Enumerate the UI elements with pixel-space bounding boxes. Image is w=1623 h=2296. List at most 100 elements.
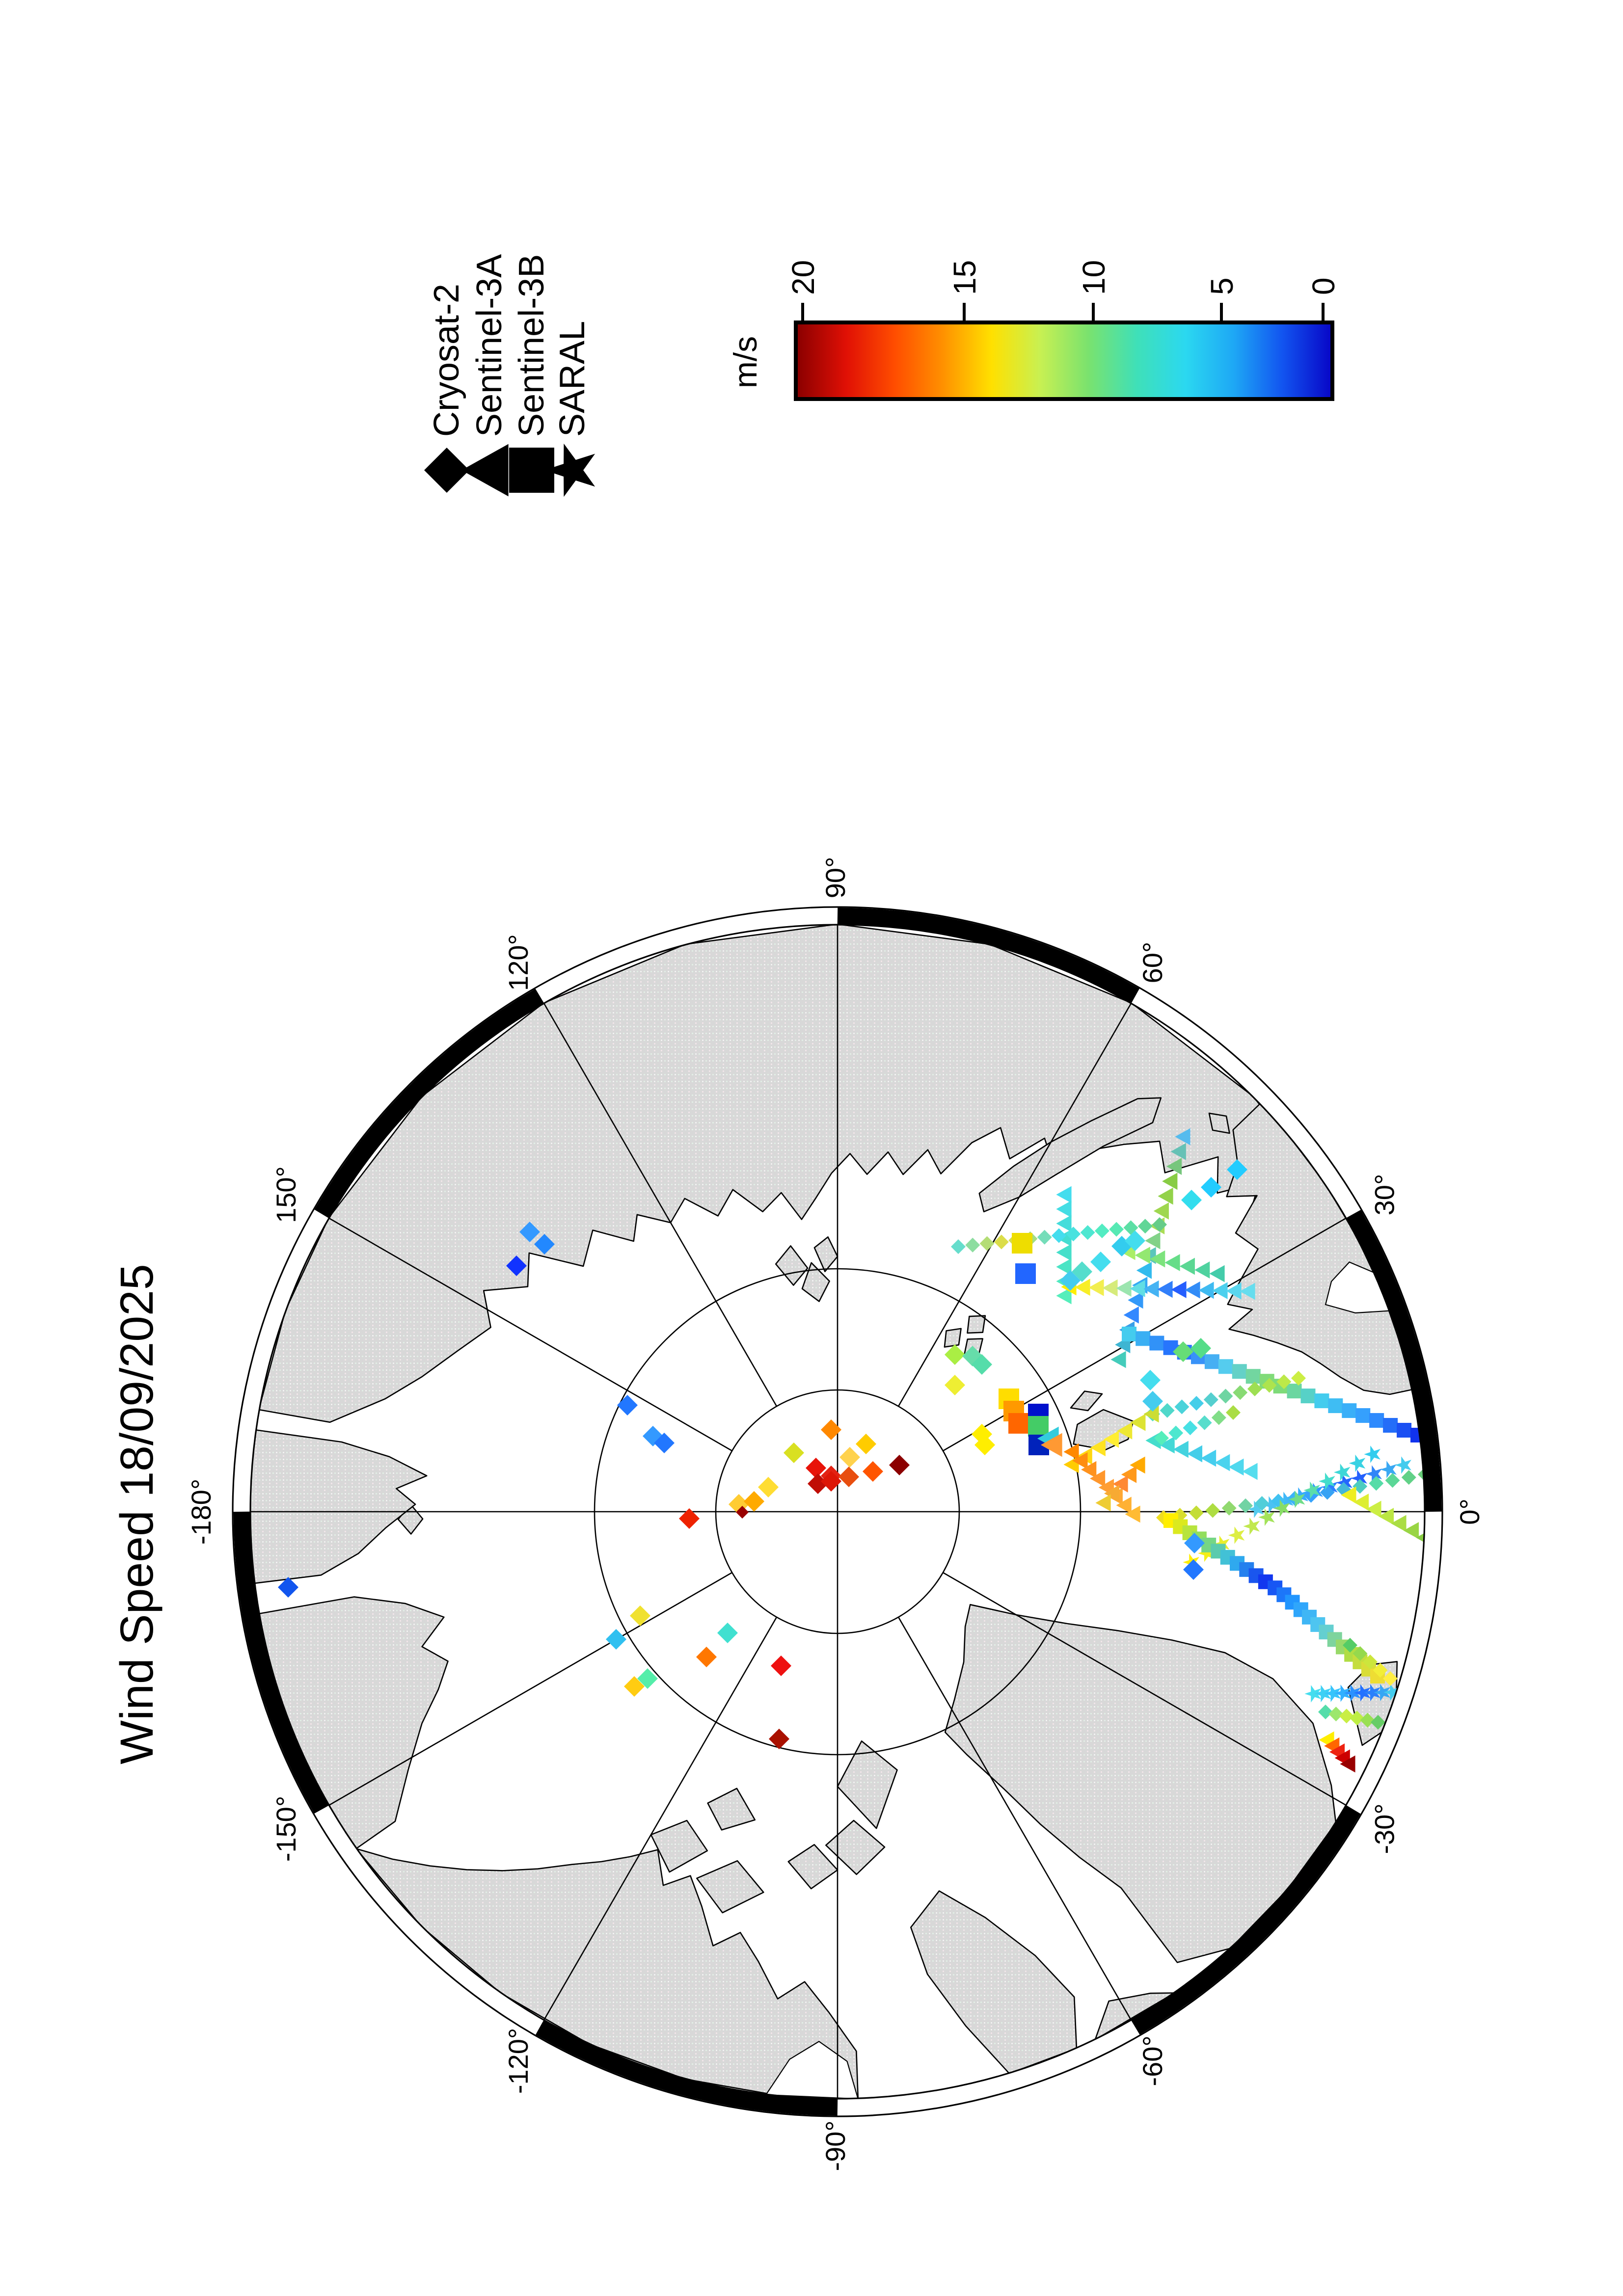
diamond-point [654, 1433, 675, 1453]
diamond-point [606, 1629, 626, 1650]
triangle-track-marker [1228, 1458, 1244, 1476]
triangle-track-marker [1194, 1261, 1210, 1279]
diamond-point [839, 1447, 860, 1468]
diamond-point [679, 1508, 700, 1529]
triangle-track-marker [1209, 1265, 1225, 1282]
diamond-icon [424, 448, 469, 493]
meridian-line [897, 1617, 1132, 2020]
triangle-track-marker [1128, 1291, 1143, 1309]
diamond-track-marker [979, 1236, 995, 1251]
star-track-marker [1273, 1499, 1290, 1517]
star-track-marker [1354, 1684, 1371, 1702]
ring-black-arc [314, 988, 544, 1218]
diamond-track-marker [965, 1237, 980, 1253]
square-track-marker [1355, 1408, 1371, 1423]
triangle-track-marker [1173, 1441, 1189, 1458]
star-track-marker [1374, 1683, 1390, 1702]
diamond-track-marker [1369, 1476, 1384, 1491]
colorbar-tick [801, 303, 804, 320]
diamond-point [278, 1577, 298, 1598]
star-track-marker [1395, 1456, 1411, 1474]
land-franz-josef-3 [967, 1315, 986, 1334]
diamond-track-marker [994, 1234, 1009, 1250]
triangle-track-marker [1157, 1281, 1173, 1298]
diamond-track-marker [1221, 1500, 1237, 1516]
triangle-track-marker [1136, 1262, 1152, 1279]
triangle-track-marker [1212, 1282, 1228, 1300]
triangle-track-marker [1403, 1522, 1419, 1539]
colorbar-tick-label: 20 [785, 260, 821, 295]
star-track-marker [1304, 1685, 1321, 1703]
diamond-point [1201, 1177, 1221, 1198]
diamond-track-marker [1291, 1371, 1306, 1386]
diamond-track-marker [1218, 1388, 1233, 1404]
diamond-track-marker [1401, 1470, 1416, 1485]
lon-label-0: 0° [1454, 1498, 1485, 1525]
satellite-tracks [951, 1128, 1425, 1773]
star-track-marker [1243, 1518, 1260, 1535]
land-siberia [258, 924, 1337, 1423]
diamond-point [534, 1234, 555, 1255]
star-track-marker [1333, 1464, 1351, 1481]
star-track-marker [1288, 1491, 1305, 1508]
colorbar-tick-label: 15 [947, 260, 982, 295]
colorbar-tick [1321, 303, 1325, 320]
triangle-track-marker [1081, 1461, 1097, 1478]
track-16 [1343, 1638, 1398, 1686]
triangle-track-marker [1175, 1128, 1190, 1146]
land-labrador [1094, 1992, 1175, 2041]
diamond-track-marker [1363, 1655, 1378, 1669]
map-interior [250, 924, 1424, 2099]
triangle-track-marker [1056, 1244, 1072, 1261]
triangle-track-marker [1135, 1247, 1150, 1264]
diamond-track-marker [1137, 1219, 1153, 1234]
star-track-marker [1383, 1683, 1400, 1701]
land-ellesmere-island [837, 1740, 898, 1829]
diamond-track-marker [1052, 1228, 1066, 1243]
meridian-line [329, 1572, 732, 1806]
triangle-track-marker [1185, 1281, 1200, 1299]
diamond-point [972, 1354, 992, 1375]
triangle-track-marker [1200, 1449, 1217, 1467]
star-track-marker [1380, 1461, 1397, 1478]
diamond-point [744, 1491, 764, 1512]
triangle-track-marker [1117, 1422, 1133, 1440]
meridian-line [543, 1003, 778, 1407]
colorbar-tick-label: 10 [1076, 260, 1111, 295]
square-point [1015, 1263, 1036, 1284]
triangle-track-marker [1143, 1405, 1159, 1423]
triangle-track-marker [1164, 1254, 1180, 1271]
square-track-marker [1314, 1393, 1329, 1409]
triangle-track-marker [1171, 1281, 1187, 1298]
ring-black-arc [1346, 1209, 1442, 1512]
square-track-marker [1245, 1369, 1261, 1384]
colorbar-tick-label: 0 [1305, 277, 1341, 295]
triangle-track-marker [1170, 1143, 1186, 1160]
triangle-track-marker [1103, 1431, 1119, 1448]
triangle-track-marker [1072, 1452, 1088, 1469]
lon-label-300: -60° [1137, 2035, 1168, 2086]
land-devon-island [825, 1819, 886, 1875]
star-track-marker [1321, 1478, 1338, 1496]
wind-speed-colorbar [794, 320, 1334, 401]
triangle-track-marker [1240, 1282, 1255, 1300]
diamond-track-marker [1276, 1374, 1292, 1389]
diamond-point [1125, 1230, 1145, 1251]
triangle-icon [461, 444, 509, 497]
triangle-track-marker [1110, 1351, 1126, 1368]
diamond-point [624, 1676, 645, 1697]
triangle-track-marker [1150, 1250, 1165, 1268]
map-border-inner [249, 924, 1426, 2100]
triangle-track-marker [1145, 1232, 1161, 1250]
star-track-marker [1344, 1684, 1361, 1702]
diamond-track-marker [1094, 1223, 1109, 1238]
square-track-marker [1204, 1354, 1219, 1369]
diamond-track-marker [1360, 1712, 1375, 1728]
diamond-track-marker [1320, 1485, 1335, 1500]
triangle-track-marker [1187, 1445, 1203, 1463]
meridian-line [897, 1003, 1132, 1407]
triangle-track-marker [1088, 1279, 1104, 1296]
triangle-track-marker [1130, 1280, 1145, 1297]
